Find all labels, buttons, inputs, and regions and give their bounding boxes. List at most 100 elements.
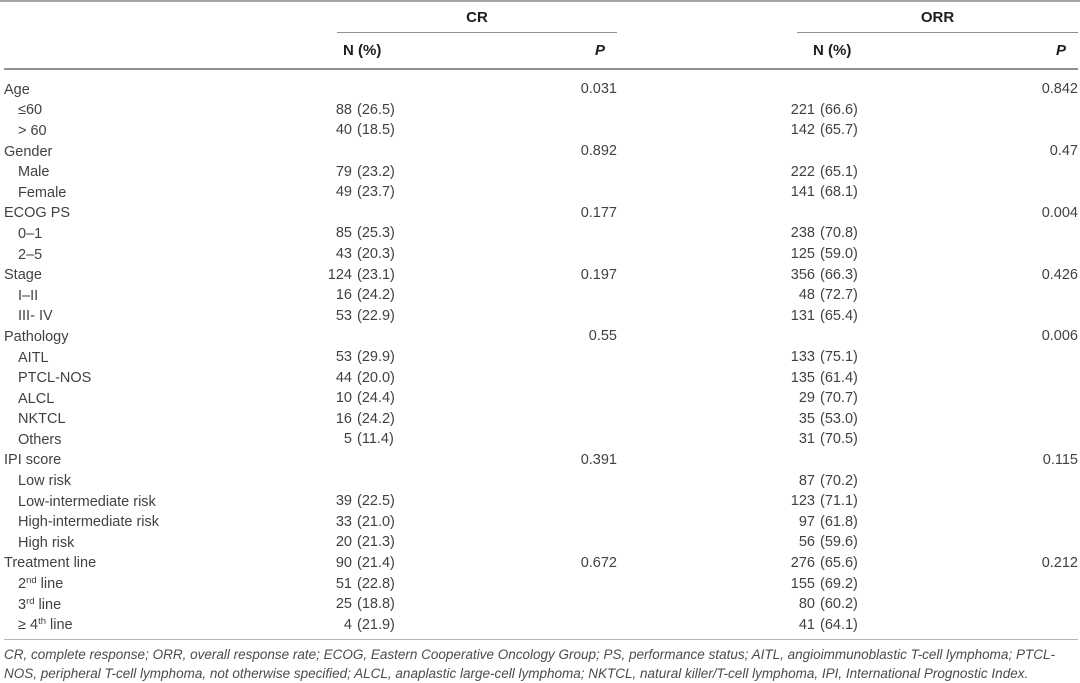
table-row: Low risk 87 (70.2): [4, 470, 1078, 491]
orr-pct-value: (70.7): [820, 390, 858, 407]
row-label: High-intermediate risk: [4, 513, 300, 530]
table-row: Stage 124 (23.1) 0.197 356 (66.3) 0.426: [4, 264, 1078, 285]
orr-n-value: 276: [790, 554, 815, 571]
table-row: Others 5 (11.4) 31 (70.5): [4, 429, 1078, 450]
orr-n-value: 142: [790, 122, 815, 139]
cr-n-value: 51: [335, 575, 352, 592]
orr-p-value: 0.842: [1041, 81, 1078, 98]
cr-n-value: 5: [343, 431, 352, 448]
row-label-text: Treatment line: [4, 555, 97, 572]
orr-pct-value: (66.6): [820, 101, 858, 118]
table-body: Age 0.031 0.842 ≤60 88 (26.5) 221 (66.6): [4, 70, 1078, 639]
cr-pct-value: (11.4): [357, 431, 394, 448]
cr-pct-value: (21.4): [357, 554, 395, 571]
table-row: III- IV 53 (22.9) 131 (65.4): [4, 306, 1078, 327]
orr-n-value: 125: [790, 246, 815, 263]
row-label: AITL: [4, 349, 300, 366]
row-label: Gender: [4, 143, 300, 160]
orr-pct-value: (53.0): [820, 410, 858, 427]
cr-p-header: P: [594, 42, 605, 59]
row-label-text: 2: [18, 576, 27, 593]
cr-n-value: 4: [343, 616, 352, 633]
cr-pct-value: (22.5): [357, 493, 395, 510]
orr-p-header: P: [1055, 42, 1066, 59]
row-label-text: Female: [18, 184, 67, 201]
orr-n-value: 31: [798, 431, 815, 448]
row-label-text: NKTCL: [18, 411, 66, 428]
row-label-text: Others: [18, 431, 62, 448]
orr-n-value: 80: [798, 596, 815, 613]
row-label: High risk: [4, 534, 300, 551]
orr-n-value: 221: [790, 101, 815, 118]
cr-pct-value: (18.5): [357, 122, 395, 139]
column-header-row: N (%) P N (%) P: [4, 33, 1078, 70]
cr-pct-value: (23.2): [357, 163, 395, 180]
orr-n-value: 222: [790, 163, 815, 180]
row-label-suffix: line: [34, 596, 62, 613]
table-row: High-intermediate risk 33 (21.0) 97 (61.…: [4, 511, 1078, 532]
row-label: Male: [4, 163, 300, 180]
cr-p-value: 0.892: [580, 143, 617, 160]
orr-pct-value: (65.1): [820, 163, 858, 180]
row-label-text: Gender: [4, 143, 53, 160]
row-label-text: Stage: [4, 267, 42, 284]
row-label-text: 3: [18, 596, 27, 613]
row-label-text: 0–1: [18, 225, 43, 242]
row-label: I–II: [4, 287, 300, 304]
orr-n-value: 56: [798, 534, 815, 551]
orr-pct-value: (70.8): [820, 225, 858, 242]
orr-p-value: 0.426: [1041, 266, 1078, 283]
table-row: I–II 16 (24.2) 48 (72.7): [4, 285, 1078, 306]
cr-n-value: 124: [327, 266, 352, 283]
row-label-superscript: th: [38, 616, 46, 628]
row-label-text: Male: [18, 164, 50, 181]
table-row: NKTCL 16 (24.2) 35 (53.0): [4, 409, 1078, 430]
orr-pct-value: (69.2): [820, 575, 858, 592]
orr-n-value: 155: [790, 575, 815, 592]
orr-pct-value: (65.7): [820, 122, 858, 139]
orr-p-value: 0.212: [1041, 554, 1078, 571]
cr-n-value: 79: [335, 163, 352, 180]
row-label: 2nd line: [4, 575, 300, 592]
orr-pct-value: (70.5): [820, 431, 858, 448]
cr-n-value: 33: [335, 513, 352, 530]
row-label-text: ECOG PS: [4, 205, 71, 222]
cr-pct-value: (24.2): [357, 410, 395, 427]
table-row: Low-intermediate risk 39 (22.5) 123 (71.…: [4, 491, 1078, 512]
orr-n-value: 141: [790, 184, 815, 201]
table-row: Gender 0.892 0.47: [4, 141, 1078, 162]
row-label: ALCL: [4, 390, 300, 407]
orr-pct-value: (71.1): [820, 493, 858, 510]
table-row: Female 49 (23.7) 141 (68.1): [4, 182, 1078, 203]
orr-pct-value: (75.1): [820, 349, 858, 366]
row-label-suffix: line: [46, 617, 73, 634]
row-label-text: ≥ 4: [18, 617, 39, 634]
orr-n-value: 35: [798, 410, 815, 427]
orr-n-value: 135: [790, 369, 815, 386]
row-label: 2–5: [4, 246, 300, 263]
row-label: Others: [4, 431, 300, 448]
orr-pct-value: (65.6): [820, 554, 858, 571]
orr-p-value: 0.004: [1041, 204, 1078, 221]
group-header-row: CR ORR: [4, 2, 1078, 33]
table-row: AITL 53 (29.9) 133 (75.1): [4, 347, 1078, 368]
cr-p-value: 0.391: [580, 451, 617, 468]
row-label: Low risk: [4, 472, 300, 489]
row-label-text: I–II: [18, 287, 39, 304]
cr-p-value: 0.197: [580, 266, 617, 283]
cr-pct-value: (18.8): [357, 596, 395, 613]
table-row: Male 79 (23.2) 222 (65.1): [4, 161, 1078, 182]
cr-pct-value: (21.0): [357, 513, 395, 530]
orr-pct-value: (68.1): [820, 184, 858, 201]
orr-n-value: 87: [798, 472, 815, 489]
row-label: IPI score: [4, 451, 300, 468]
cr-n-header: N (%): [343, 42, 382, 59]
table-row: > 60 40 (18.5) 142 (65.7): [4, 120, 1078, 141]
footnote-abbreviations: CR, complete response; ORR, overall resp…: [4, 639, 1078, 683]
table-row: ≥ 4th line 4 (21.9) 41 (64.1): [4, 614, 1078, 635]
table-row: ECOG PS 0.177 0.004: [4, 203, 1078, 224]
cr-n-value: 16: [335, 410, 352, 427]
cr-n-value: 39: [335, 493, 352, 510]
row-label: Pathology: [4, 328, 300, 345]
